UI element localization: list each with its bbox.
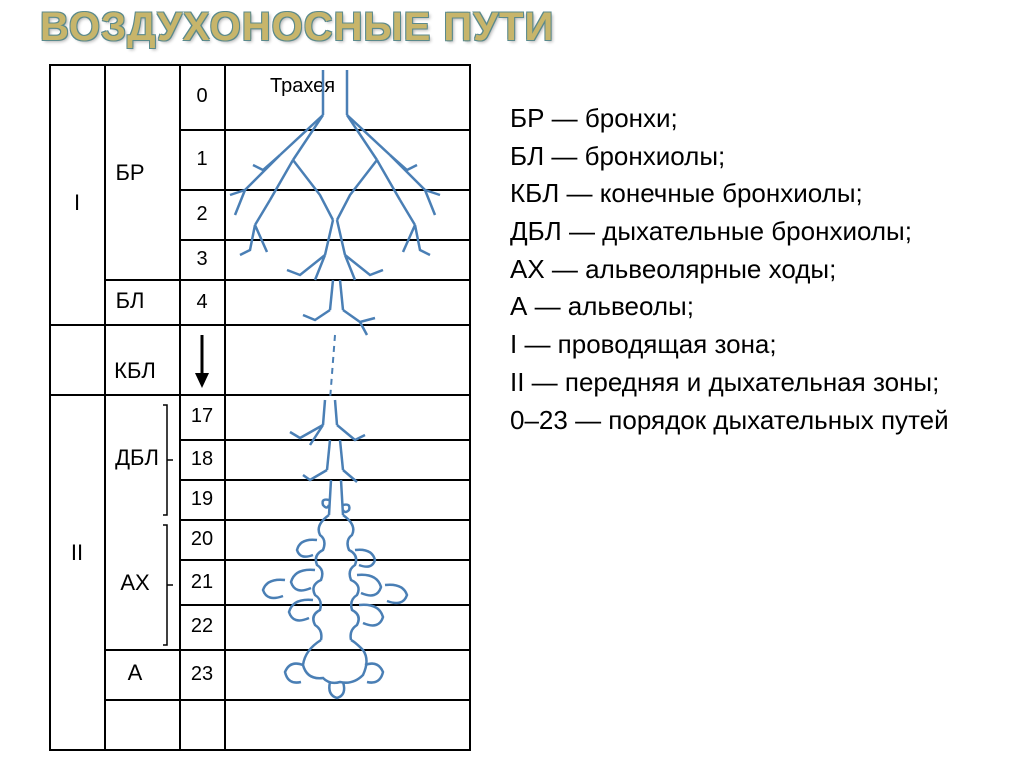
- svg-text:20: 20: [191, 528, 213, 550]
- svg-text:0: 0: [196, 85, 207, 107]
- seg-bl: БЛ: [116, 288, 145, 313]
- airway-svg: I II БР БЛ КБЛ ДБЛ АХ А 0 1 2 3 4 17 18 …: [45, 60, 475, 755]
- legend-item: БЛ — бронхиолы;: [510, 138, 1000, 176]
- legend-item: 0–23 — порядок дыхательных путей: [510, 402, 1000, 440]
- svg-text:2: 2: [196, 203, 207, 225]
- legend-item: ДБЛ — дыхательные бронхиолы;: [510, 213, 1000, 251]
- zone-1-label: I: [74, 190, 80, 215]
- svg-text:3: 3: [196, 248, 207, 270]
- legend-item: БР — бронхи;: [510, 100, 1000, 138]
- airway-diagram: I II БР БЛ КБЛ ДБЛ АХ А 0 1 2 3 4 17 18 …: [45, 60, 475, 755]
- legend-item: АХ — альвеолярные ходы;: [510, 251, 1000, 289]
- zone-2-label: II: [71, 540, 83, 565]
- svg-text:1: 1: [196, 148, 207, 170]
- bronchial-tree-icon: [230, 70, 440, 335]
- seg-a: А: [128, 660, 143, 685]
- svg-text:23: 23: [191, 663, 213, 685]
- legend-item: II — передняя и дыхательная зоны;: [510, 364, 1000, 402]
- legend-item: КБЛ — конечные бронхиолы;: [510, 175, 1000, 213]
- page-title: ВОЗДУХОНОСНЫЕ ПУТИ: [40, 5, 554, 50]
- svg-text:19: 19: [191, 488, 213, 510]
- seg-dbl: ДБЛ: [115, 445, 159, 470]
- svg-text:17: 17: [191, 405, 213, 427]
- trachea-label: Трахея: [270, 75, 335, 97]
- svg-text:22: 22: [191, 615, 213, 637]
- legend-item: I — проводящая зона;: [510, 326, 1000, 364]
- seg-ax: АХ: [120, 570, 150, 595]
- seg-br: БР: [115, 160, 144, 185]
- respiratory-tree-icon: [263, 400, 407, 698]
- svg-text:4: 4: [196, 291, 207, 313]
- legend-item: А — альвеолы;: [510, 288, 1000, 326]
- svg-text:21: 21: [191, 571, 213, 593]
- seg-kbl: КБЛ: [114, 358, 156, 383]
- legend: БР — бронхи; БЛ — бронхиолы; КБЛ — конеч…: [510, 100, 1000, 439]
- svg-text:18: 18: [191, 448, 213, 470]
